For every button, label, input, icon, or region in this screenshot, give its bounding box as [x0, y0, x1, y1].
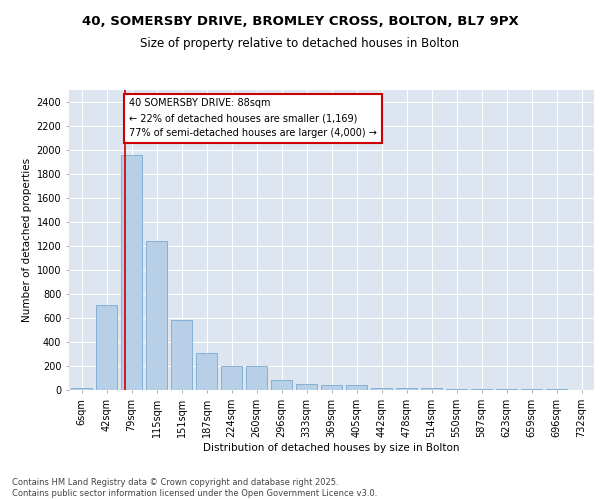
Text: 40 SOMERSBY DRIVE: 88sqm
← 22% of detached houses are smaller (1,169)
77% of sem: 40 SOMERSBY DRIVE: 88sqm ← 22% of detach…: [129, 98, 377, 138]
Bar: [396, 388, 417, 390]
X-axis label: Distribution of detached houses by size in Bolton: Distribution of detached houses by size …: [203, 442, 460, 452]
Text: Contains HM Land Registry data © Crown copyright and database right 2025.
Contai: Contains HM Land Registry data © Crown c…: [12, 478, 377, 498]
Bar: [71, 388, 92, 390]
Bar: [321, 386, 342, 390]
Y-axis label: Number of detached properties: Number of detached properties: [22, 158, 32, 322]
Text: Size of property relative to detached houses in Bolton: Size of property relative to detached ho…: [140, 38, 460, 51]
Bar: [271, 380, 292, 390]
Bar: [346, 386, 367, 390]
Bar: [121, 155, 142, 390]
Bar: [96, 305, 117, 390]
Text: 40, SOMERSBY DRIVE, BROMLEY CROSS, BOLTON, BL7 9PX: 40, SOMERSBY DRIVE, BROMLEY CROSS, BOLTO…: [82, 15, 518, 28]
Bar: [146, 241, 167, 390]
Bar: [171, 320, 192, 390]
Bar: [221, 366, 242, 390]
Bar: [296, 384, 317, 390]
Bar: [371, 388, 392, 390]
Bar: [421, 388, 442, 390]
Bar: [196, 354, 217, 390]
Bar: [246, 366, 267, 390]
